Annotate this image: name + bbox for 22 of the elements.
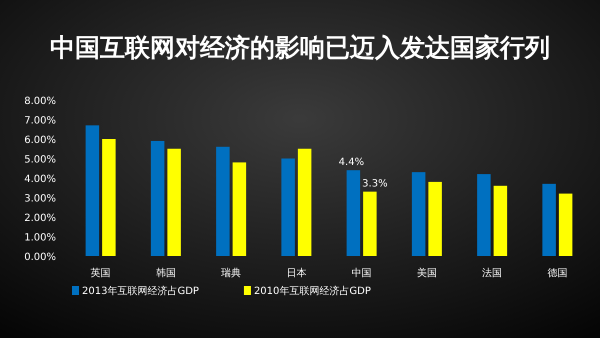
x-tick-label: 英国	[90, 267, 111, 279]
x-tick-label: 日本	[286, 267, 306, 279]
x-tick-label: 德国	[547, 268, 568, 279]
y-tick-label: 1.00%	[24, 232, 56, 244]
y-tick-label: 7.00%	[24, 116, 56, 126]
chart-title: 中国互联网对经济的影响已迈入发达国家行列	[50, 33, 550, 62]
x-tick-label: 美国	[416, 267, 437, 279]
legend-label: 2010年互联网经济占GDP	[254, 285, 371, 297]
x-tick-label: 瑞典	[221, 267, 242, 279]
y-tick-label: 6.00%	[24, 135, 56, 146]
x-tick-label: 中国	[352, 267, 372, 279]
y-tick-label: 3.00%	[24, 194, 56, 204]
y-tick-label: 4.00%	[24, 174, 56, 185]
y-tick-label: 8.00%	[24, 96, 56, 107]
y-tick-label: 0.00%	[24, 252, 56, 263]
data-label: 4.4%	[338, 157, 364, 168]
x-tick-label: 法国	[482, 267, 502, 279]
y-tick-label: 5.00%	[24, 154, 56, 166]
legend-label: 2013年互联网经济占GDP	[82, 285, 199, 297]
x-tick-label: 韩国	[156, 267, 176, 279]
data-label: 3.3%	[362, 178, 388, 190]
y-tick-label: 2.00%	[24, 213, 56, 224]
